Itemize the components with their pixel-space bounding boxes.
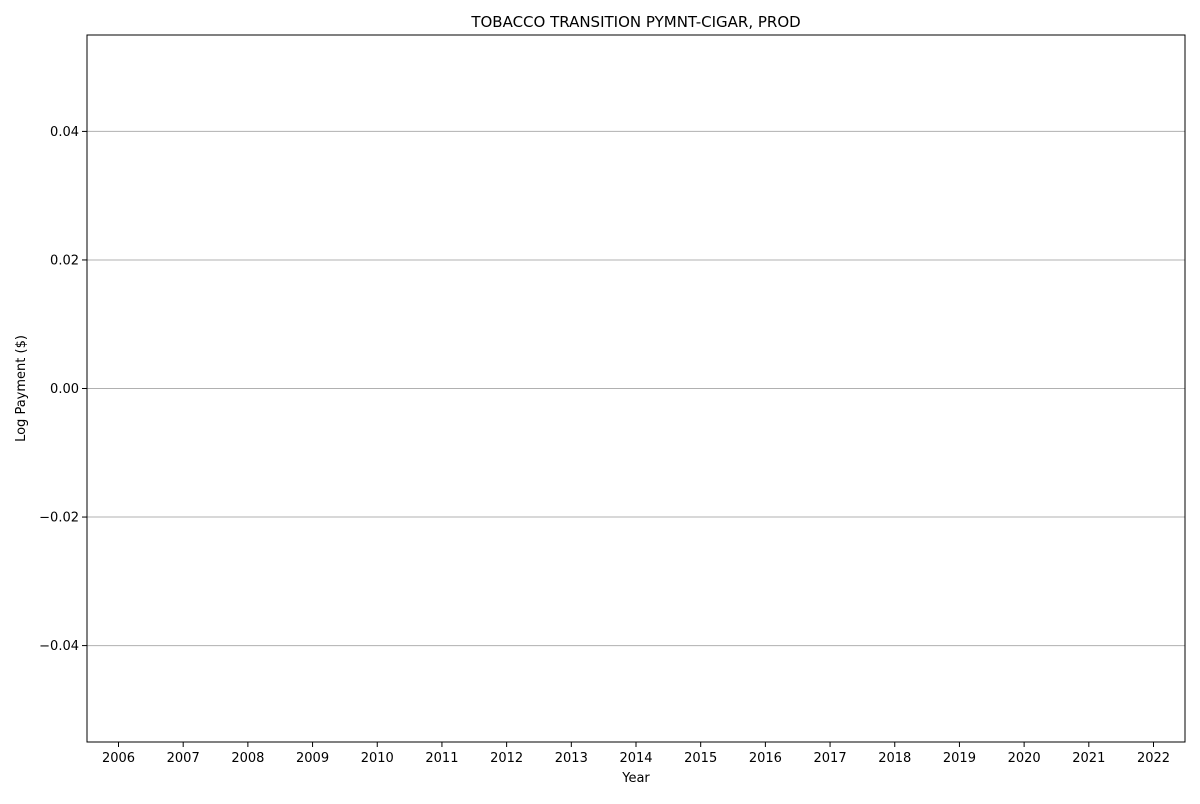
- x-tick-label: 2007: [167, 751, 200, 766]
- x-tick-label: 2014: [619, 751, 652, 766]
- x-tick-label: 2019: [943, 751, 976, 766]
- y-axis-label: Log Payment ($): [14, 335, 29, 442]
- x-tick-label: 2012: [490, 751, 523, 766]
- y-tick-label: 0.00: [50, 382, 79, 397]
- x-tick-label: 2017: [814, 751, 847, 766]
- grid-lines: [87, 130, 1185, 647]
- x-tick-label: 2013: [555, 751, 588, 766]
- y-tick-label: 0.02: [50, 253, 79, 268]
- x-tick-label: 2011: [425, 751, 458, 766]
- x-tick-label: 2022: [1137, 751, 1170, 766]
- x-axis-ticks: 2006 2007 2008 2009 2010 2011 2012 2013 2014 2015…: [102, 742, 1170, 766]
- chart-title: TOBACCO TRANSITION PYMNT-CIGAR, PROD: [470, 13, 800, 31]
- x-axis-label: Year: [621, 771, 650, 786]
- y-tick-label: −0.04: [39, 639, 79, 654]
- y-tick-label: 0.04: [50, 125, 79, 140]
- x-tick-label: 2021: [1072, 751, 1105, 766]
- x-tick-label: 2020: [1008, 751, 1041, 766]
- x-tick-label: 2008: [231, 751, 264, 766]
- x-tick-label: 2015: [684, 751, 717, 766]
- x-tick-label: 2010: [361, 751, 394, 766]
- y-tick-label: −0.02: [39, 511, 79, 526]
- x-tick-label: 2018: [878, 751, 911, 766]
- x-tick-label: 2009: [296, 751, 329, 766]
- x-tick-label: 2006: [102, 751, 135, 766]
- x-tick-label: 2016: [749, 751, 782, 766]
- y-axis-ticks: −0.04 −0.02 0.00 0.02 0.04: [39, 125, 87, 654]
